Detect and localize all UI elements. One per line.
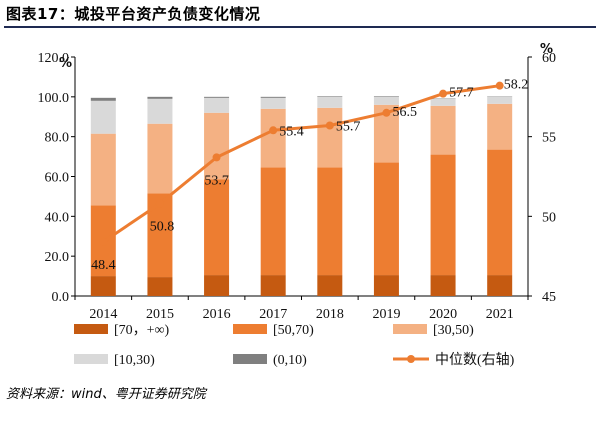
y-right-tick-label: 50: [542, 210, 556, 225]
legend-label: [70，+∞): [114, 323, 170, 338]
median-point-2020: [439, 89, 448, 98]
median-data-label: 48.4: [91, 258, 116, 273]
median-point-2021: [495, 81, 504, 90]
median-point-2015: [155, 199, 164, 208]
source-note: 资料来源：wind、粤开证券研究院: [6, 387, 206, 402]
median-line: [99, 81, 504, 246]
legend-swatch: [74, 354, 108, 364]
median-line-path: [102, 84, 500, 244]
median-data-label: 53.7: [204, 173, 229, 188]
bar-segment-2015-s4: [147, 96, 173, 99]
x-tick-label: 2014: [89, 307, 117, 322]
y-left-tick-label: 80.0: [45, 131, 70, 146]
bar-segment-2020-s2: [430, 105, 456, 155]
bar-segment-2020-s1: [430, 154, 456, 276]
bar-segment-2020-s3: [430, 98, 456, 106]
x-tick-label: 2017: [259, 307, 287, 322]
bar-segment-2016-s0: [204, 275, 230, 296]
bar-segment-2018-s2: [317, 107, 343, 168]
legend-label: [50,70): [273, 323, 314, 338]
y-right-tick-label: 45: [542, 290, 556, 305]
y-left-unit: %: [59, 56, 72, 71]
legend: [70，+∞) [50,70) [30,50) [10,30) (0,10) 中位数(右轴…: [74, 323, 515, 368]
bar-segment-2018-s4: [317, 96, 343, 97]
median-data-label: 55.4: [279, 124, 304, 139]
bar-segment-2014-s4: [90, 97, 116, 101]
axes: 0.0 20.0 40.0 60.0 80.0 100.0 120.0% 45 50 55 60% 2…: [38, 42, 557, 322]
bar-segment-2016-s4: [204, 96, 230, 98]
bar-segment-2016-s3: [204, 97, 230, 113]
bar-segment-2017-s1: [260, 167, 286, 276]
bar-segment-2020-s0: [430, 275, 456, 296]
bar-segment-2015-s0: [147, 277, 173, 296]
legend-swatch: [233, 354, 267, 364]
x-tick-label: 2016: [203, 307, 231, 322]
x-tick-label: 2019: [372, 307, 400, 322]
bar-segment-2015-s3: [147, 98, 173, 124]
median-point-2018: [325, 121, 334, 130]
bar-segment-2021-s1: [487, 149, 513, 276]
median-point-2019: [382, 108, 391, 117]
bar-segment-2018-s0: [317, 275, 343, 296]
bar-segment-2015-s2: [147, 123, 173, 194]
median-point-2017: [269, 126, 278, 135]
median-data-label: 56.5: [392, 105, 417, 120]
bar-segment-2014-s0: [90, 276, 116, 296]
bar-segment-2017-s3: [260, 97, 286, 109]
chart-title: 图表17：城投平台资产负债变化情况: [6, 5, 261, 23]
bar-segment-2014-s2: [90, 133, 116, 206]
bar-segment-2021-s0: [487, 275, 513, 296]
y-left-tick-label: 0.0: [52, 290, 70, 305]
median-data-label: 58.2: [504, 78, 529, 93]
legend-label: 中位数(右轴): [435, 352, 515, 368]
legend-swatch: [233, 324, 267, 334]
y-left-tick-label: 40.0: [45, 210, 70, 225]
bars: [90, 96, 513, 296]
legend-swatch: [393, 324, 427, 334]
median-data-label: 55.7: [336, 120, 361, 135]
bar-segment-2018-s3: [317, 96, 343, 108]
median-data-label: 50.8: [150, 220, 175, 235]
bar-segment-2017-s2: [260, 108, 286, 168]
x-tick-label: 2021: [486, 307, 514, 322]
legend-label: (0,10): [273, 353, 307, 368]
data-labels: 48.4 50.8 53.7 55.4 55.7 56.5 57.7 58.2: [91, 78, 528, 273]
x-tick-label: 2015: [146, 307, 174, 322]
bar-segment-2018-s1: [317, 167, 343, 276]
median-point-2016: [212, 153, 221, 162]
bar-segment-2019-s4: [373, 96, 399, 97]
bar-segment-2017-s0: [260, 275, 286, 296]
legend-swatch: [74, 324, 108, 334]
y-left-tick-label: 60.0: [45, 171, 70, 186]
bar-segment-2021-s2: [487, 103, 513, 150]
bar-segment-2019-s3: [373, 96, 399, 105]
x-tick-label: 2020: [429, 307, 457, 322]
y-left-tick-label: 120.0: [38, 51, 70, 66]
y-left-tick-label: 20.0: [45, 250, 70, 265]
bar-segment-2021-s3: [487, 96, 513, 104]
bar-segment-2016-s2: [204, 112, 230, 180]
legend-label: [10,30): [114, 353, 155, 368]
bar-segment-2017-s4: [260, 96, 286, 98]
median-data-label: 57.7: [449, 86, 474, 101]
x-tick-label: 2018: [316, 307, 344, 322]
legend-label: [30,50): [433, 323, 474, 338]
legend-line-marker: [407, 355, 415, 363]
bar-segment-2016-s1: [204, 179, 230, 276]
y-left-tick-label: 100.0: [38, 91, 70, 106]
title-divider: [4, 26, 596, 28]
median-point-2014: [99, 237, 108, 246]
y-right-tick-label: 60: [542, 51, 556, 66]
chart-canvas: 0.0 20.0 40.0 60.0 80.0 100.0 120.0% 45 50 55 60% 2…: [38, 42, 557, 368]
y-right-tick-label: 55: [542, 131, 556, 146]
bar-segment-2019-s1: [373, 162, 399, 276]
bar-segment-2019-s0: [373, 275, 399, 296]
y-right-unit: %: [540, 42, 553, 57]
bar-segment-2014-s3: [90, 100, 116, 134]
